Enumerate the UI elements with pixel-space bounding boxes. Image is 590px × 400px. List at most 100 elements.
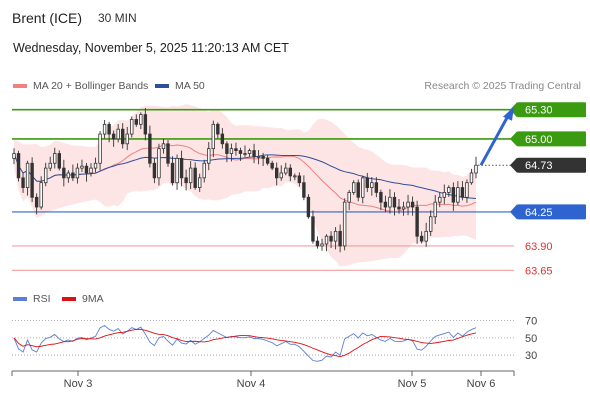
candle-body	[175, 157, 179, 184]
rsi-9ma-line	[13, 328, 477, 358]
candle-body	[447, 187, 451, 193]
candle-body	[184, 177, 188, 184]
candle-body	[75, 167, 80, 179]
candle-body	[202, 162, 206, 179]
rsi-line	[13, 324, 477, 362]
candle-body	[474, 164, 478, 174]
candle-body	[116, 128, 120, 140]
candle-body	[220, 133, 225, 145]
candle-body	[438, 196, 442, 203]
forecast-arrow-shaft	[479, 117, 509, 166]
level-tag-65.00	[517, 131, 586, 147]
candle-body	[188, 167, 193, 184]
candle-body	[207, 148, 211, 164]
candle-body	[102, 123, 107, 135]
level-label-65.30: 65.30	[525, 105, 553, 117]
legend-ma20: MA 20 + Bollinger Bands	[13, 80, 148, 92]
candle-body	[89, 167, 93, 174]
candle-body	[293, 175, 297, 178]
candle-body	[329, 235, 333, 242]
candle-body	[98, 133, 102, 164]
candle-body	[361, 177, 365, 198]
candle-body	[25, 162, 30, 188]
candle-body	[39, 182, 43, 208]
legend-9ma: 9MA	[62, 293, 104, 305]
candle-body	[460, 187, 465, 198]
candle-body	[134, 119, 138, 125]
candle-body	[252, 150, 256, 157]
candle-body	[397, 206, 401, 210]
datetime-label: Wednesday, November 5, 2025 11:20:13 AM …	[13, 41, 289, 55]
candle-body	[465, 182, 469, 198]
candle-body	[270, 162, 274, 169]
candle-body	[406, 201, 410, 208]
candle-body	[347, 192, 351, 203]
candle-body	[284, 167, 288, 174]
candle-body	[338, 230, 342, 247]
legend-ma20-swatch	[13, 84, 27, 88]
legend-ma20-label: MA 20 + Bollinger Bands	[33, 80, 149, 92]
candle-body	[288, 167, 292, 177]
candle-body	[356, 182, 360, 198]
candle-body	[157, 148, 161, 179]
time-label-nov-6: Nov 6	[467, 378, 496, 390]
instrument-title: Brent (ICE)	[12, 10, 83, 26]
candle-body	[433, 201, 437, 218]
candle-body	[225, 143, 229, 154]
candle-body	[279, 172, 283, 179]
candle-body	[315, 240, 320, 247]
level-tag-arrow-64.73	[510, 157, 517, 173]
candle-body	[469, 172, 474, 184]
candle-body	[365, 177, 369, 188]
level-label-65.00: 65.00	[525, 134, 553, 146]
candle-body	[12, 153, 16, 159]
candle-body	[379, 192, 383, 203]
candle-body	[275, 167, 279, 179]
candle-body	[342, 201, 347, 247]
candle-body	[62, 167, 66, 179]
candle-body	[311, 216, 315, 242]
candle-body	[84, 165, 89, 174]
candle-body	[66, 172, 71, 179]
candle-body	[130, 119, 134, 135]
candle-body	[34, 196, 39, 208]
candle-body	[166, 143, 170, 164]
candle-body	[229, 148, 234, 154]
candle-body	[333, 230, 338, 242]
candle-body	[216, 123, 220, 135]
bollinger-band-area	[14, 103, 476, 267]
candle-body	[265, 157, 270, 164]
level-label-63.65: 63.65	[525, 265, 553, 277]
legend-9ma-swatch	[62, 297, 76, 301]
level-tag-65.30	[517, 102, 586, 118]
candle-body	[170, 162, 175, 184]
legend-ma50: MA 50	[155, 80, 205, 92]
candle-body	[44, 167, 48, 184]
candle-body	[392, 196, 397, 208]
candle-body	[139, 114, 143, 125]
level-label-63.90: 63.90	[525, 241, 553, 253]
candle-body	[143, 114, 148, 135]
candle-body	[121, 128, 125, 145]
level-tag-64.73	[517, 157, 586, 173]
candle-body	[370, 182, 374, 188]
candle-body	[111, 133, 116, 140]
rsi-tick-label-50: 50	[525, 333, 537, 345]
candle-body	[261, 156, 265, 159]
candle-body	[243, 153, 247, 155]
candle-body	[107, 123, 111, 135]
candle-body	[125, 133, 129, 145]
legend-rsi-swatch	[13, 297, 27, 301]
candle-body	[148, 133, 152, 164]
candle-body	[179, 157, 184, 179]
level-tag-arrow-64.25	[510, 204, 517, 220]
legend-ma50-label: MA 50	[175, 80, 205, 92]
candle-body	[415, 206, 419, 237]
legend-ma50-swatch	[155, 84, 169, 88]
candle-body	[442, 192, 446, 198]
candle-body	[93, 162, 98, 169]
legend-rsi-label: RSI	[33, 293, 51, 305]
candle-body	[198, 177, 202, 188]
candle-body	[451, 187, 456, 203]
